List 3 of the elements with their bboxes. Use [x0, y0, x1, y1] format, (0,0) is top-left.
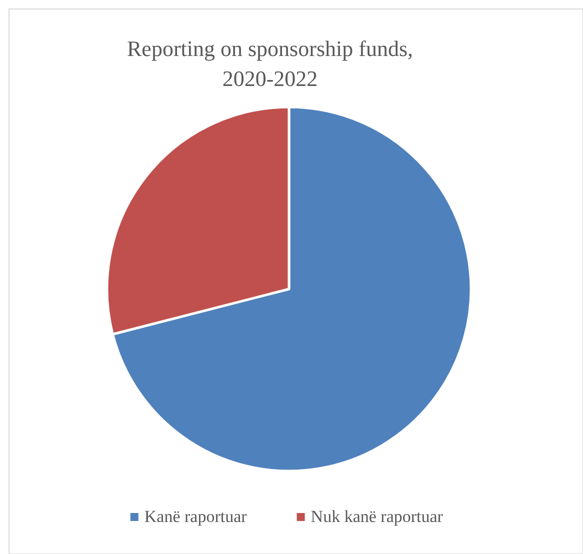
- legend-label: Kanë raportuar: [144, 507, 248, 526]
- legend-label: Nuk kanë raportuar: [310, 507, 444, 526]
- chart-title: Reporting on sponsorship funds, 2020-2022: [127, 36, 413, 91]
